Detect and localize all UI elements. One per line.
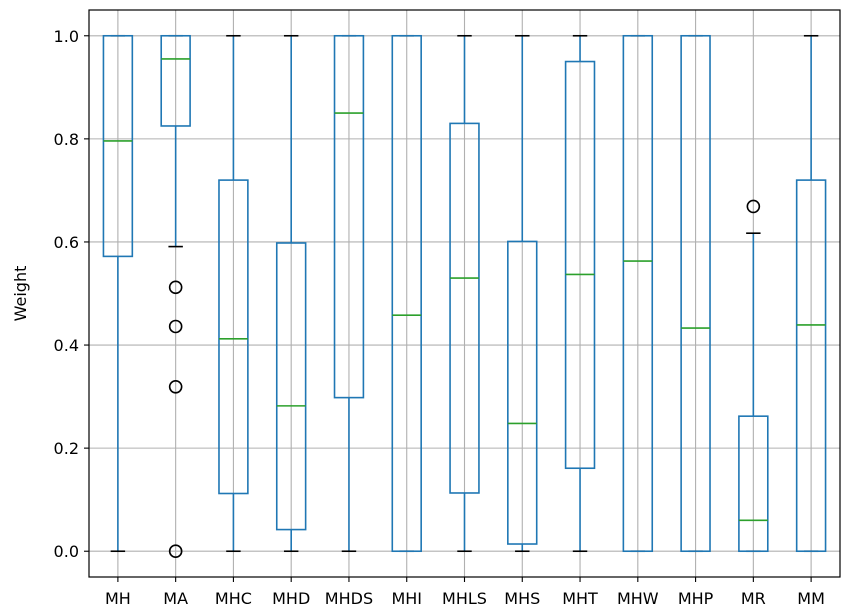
box-mhc bbox=[218, 34, 249, 553]
x-tick-label: MHDS bbox=[325, 589, 373, 608]
box-mhls bbox=[449, 34, 480, 553]
x-axis: MH MA MHC MHD MHDS MHI MHLS MHS MHT MHW MHP MR MM bbox=[105, 577, 825, 608]
box-body bbox=[391, 34, 422, 553]
box-mm bbox=[795, 34, 827, 553]
box-plot-marks bbox=[102, 34, 827, 559]
y-axis: 0.0 0.2 0.4 0.6 0.8 1.0 bbox=[54, 27, 89, 561]
box-body bbox=[333, 34, 365, 399]
outlier-point bbox=[168, 544, 183, 559]
box-mh bbox=[102, 34, 134, 553]
x-tick-label: MHD bbox=[272, 589, 310, 608]
box-mr bbox=[738, 199, 769, 553]
x-tick-label: MHP bbox=[678, 589, 714, 608]
box-body bbox=[680, 34, 711, 553]
box-body bbox=[275, 242, 307, 531]
x-tick-label: MHLS bbox=[442, 589, 487, 608]
x-tick-label: MH bbox=[105, 589, 131, 608]
box-body bbox=[622, 34, 654, 553]
x-tick-label: MA bbox=[163, 589, 188, 608]
y-tick-label: 0.6 bbox=[54, 233, 79, 252]
x-tick-label: MHT bbox=[562, 589, 598, 608]
y-tick-label: 0.0 bbox=[54, 542, 79, 561]
box-body bbox=[160, 34, 191, 127]
outlier-point bbox=[168, 319, 183, 334]
box-body bbox=[564, 60, 596, 470]
box-body bbox=[795, 179, 827, 553]
x-tick-label: MM bbox=[797, 589, 825, 608]
y-tick-label: 1.0 bbox=[54, 27, 79, 46]
x-tick-label: MHC bbox=[215, 589, 252, 608]
box-mhd bbox=[275, 34, 307, 553]
box-body bbox=[738, 415, 769, 553]
x-tick-label: MHI bbox=[391, 589, 422, 608]
x-tick-label: MHW bbox=[617, 589, 659, 608]
outlier-point bbox=[746, 199, 761, 214]
y-tick-label: 0.2 bbox=[54, 439, 79, 458]
box-mhs bbox=[507, 34, 538, 553]
box-body bbox=[507, 240, 538, 545]
box-ma bbox=[160, 34, 191, 559]
box-body bbox=[449, 122, 480, 494]
outlier-point bbox=[168, 280, 183, 295]
box-body bbox=[102, 34, 134, 258]
box-mhw bbox=[622, 34, 654, 553]
box-mhp bbox=[680, 34, 711, 553]
box-body bbox=[218, 179, 249, 495]
outlier-point bbox=[168, 379, 183, 394]
x-tick-label: MR bbox=[741, 589, 766, 608]
box-mhds bbox=[333, 34, 365, 553]
y-axis-label: Weight bbox=[11, 266, 30, 322]
box-mht bbox=[564, 34, 596, 553]
x-tick-label: MHS bbox=[504, 589, 540, 608]
box-mhi bbox=[391, 34, 422, 553]
y-tick-label: 0.4 bbox=[54, 336, 79, 355]
y-tick-label: 0.8 bbox=[54, 130, 79, 149]
